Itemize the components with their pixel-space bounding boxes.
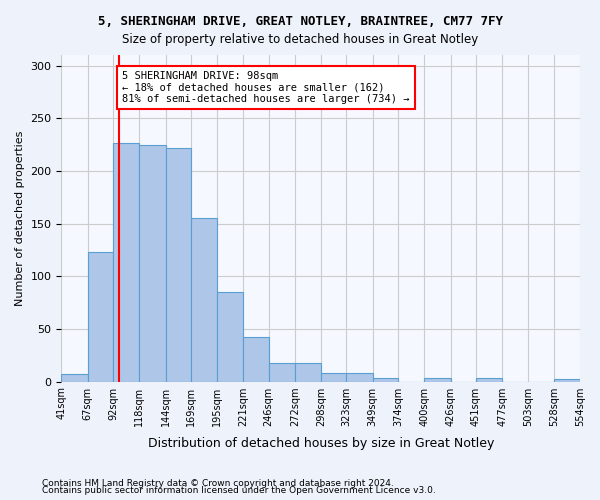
X-axis label: Distribution of detached houses by size in Great Notley: Distribution of detached houses by size … [148,437,494,450]
Bar [244,338,269,382]
Bar [554,380,580,382]
Bar [373,378,398,382]
Text: Contains public sector information licensed under the Open Government Licence v3: Contains public sector information licen… [42,486,436,495]
Bar [139,144,166,382]
Y-axis label: Number of detached properties: Number of detached properties [15,130,25,306]
Text: Size of property relative to detached houses in Great Notley: Size of property relative to detached ho… [122,32,478,46]
Bar [191,218,217,382]
Bar [269,362,295,382]
Bar [166,148,191,382]
Bar [61,374,88,382]
Bar [113,144,139,382]
Text: Contains HM Land Registry data © Crown copyright and database right 2024.: Contains HM Land Registry data © Crown c… [42,478,394,488]
Bar [424,378,451,382]
Text: 5 SHERINGHAM DRIVE: 98sqm
← 18% of detached houses are smaller (162)
81% of semi: 5 SHERINGHAM DRIVE: 98sqm ← 18% of detac… [122,71,410,104]
Bar [321,373,346,382]
Bar [295,362,321,382]
Text: 5, SHERINGHAM DRIVE, GREAT NOTLEY, BRAINTREE, CM77 7FY: 5, SHERINGHAM DRIVE, GREAT NOTLEY, BRAIN… [97,15,503,28]
Bar [217,292,244,382]
Bar [88,252,113,382]
Bar [476,378,502,382]
Bar [346,373,373,382]
